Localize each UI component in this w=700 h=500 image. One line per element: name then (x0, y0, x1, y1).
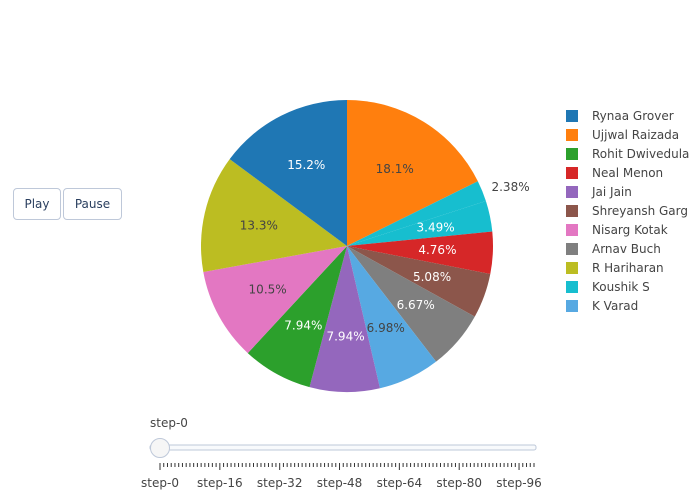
slider-tick-label: step-80 (436, 476, 482, 490)
legend-item[interactable]: Ujjwal Raizada (566, 125, 689, 144)
slider-tick-label: step-96 (496, 476, 542, 490)
legend-swatch (566, 185, 578, 198)
legend-label: Koushik S (592, 279, 650, 294)
legend-item[interactable]: Rohit Dwivedula (566, 144, 689, 163)
pie-slice[interactable] (203, 246, 347, 354)
legend-item[interactable]: Arnav Buch (566, 239, 689, 258)
legend-label: K Varad (592, 298, 639, 313)
slice-label: 15.2% (287, 158, 325, 172)
slice-label: 7.94% (284, 318, 322, 332)
legend-item[interactable]: Shreyansh Garg (566, 201, 689, 220)
pie-chart: 18.1%2.38%3.49%4.76%5.08%6.67%6.98%7.94%… (201, 100, 530, 392)
legend-label: Rynaa Grover (592, 108, 674, 123)
slider-tick-label: step-48 (317, 476, 363, 490)
slice-label: 2.38% (491, 180, 529, 194)
legend-swatch (566, 242, 578, 255)
pie-slice[interactable] (347, 200, 493, 246)
legend-label: Neal Menon (592, 165, 664, 180)
step-slider[interactable]: step-0 step-16 step-32 step-48 step-64 step-8… (0, 430, 700, 500)
slider-tick-label: step-32 (257, 476, 303, 490)
legend-label: Rohit Dwivedula (592, 146, 690, 161)
legend-item[interactable]: Koushik S (566, 277, 689, 296)
pie-slice[interactable] (309, 246, 380, 392)
legend-swatch (566, 166, 578, 179)
pause-button[interactable]: Pause (63, 188, 122, 220)
slice-label: 3.49% (417, 220, 455, 234)
slice-label: 4.76% (418, 243, 456, 257)
legend-label: R Hariharan (592, 260, 664, 275)
slider-handle[interactable] (150, 438, 170, 458)
legend-swatch (566, 109, 578, 122)
pie-slice[interactable] (347, 100, 478, 246)
slider-current-label: step-0 (150, 416, 188, 430)
legend: Rynaa Grover Ujjwal Raizada Rohit Dwivedul… (566, 106, 689, 315)
legend-item[interactable]: Neal Menon (566, 163, 689, 182)
pie-slice[interactable] (347, 181, 486, 246)
pie-slice[interactable] (347, 246, 491, 317)
play-button[interactable]: Play (13, 188, 61, 220)
legend-swatch (566, 223, 578, 236)
legend-item[interactable]: Rynaa Grover (566, 106, 689, 125)
legend-swatch (566, 147, 578, 160)
legend-item[interactable]: Jai Jain (566, 182, 689, 201)
slider-tick-label: step-64 (377, 476, 423, 490)
legend-swatch (566, 299, 578, 312)
slice-label: 13.3% (240, 218, 278, 232)
slider-tick-label: step-16 (197, 476, 243, 490)
legend-label: Shreyansh Garg (592, 203, 688, 218)
legend-label: Ujjwal Raizada (592, 127, 680, 142)
legend-label: Jai Jain (592, 184, 632, 199)
pie-slice[interactable] (347, 246, 437, 389)
legend-label: Arnav Buch (592, 241, 661, 256)
legend-swatch (566, 261, 578, 274)
legend-swatch (566, 204, 578, 217)
slice-label: 6.98% (367, 321, 405, 335)
legend-item[interactable]: Nisarg Kotak (566, 220, 689, 239)
legend-item[interactable]: R Hariharan (566, 258, 689, 277)
pie-slice[interactable] (347, 231, 493, 275)
legend-item[interactable]: K Varad (566, 296, 689, 315)
legend-swatch (566, 128, 578, 141)
slider-rail[interactable] (149, 444, 537, 451)
slice-label: 18.1% (376, 162, 414, 176)
pie-slice[interactable] (229, 100, 347, 246)
slice-label: 7.94% (326, 330, 364, 344)
legend-swatch (566, 280, 578, 293)
slice-label: 6.67% (397, 298, 435, 312)
pie-slice[interactable] (247, 246, 347, 388)
legend-label: Nisarg Kotak (592, 222, 668, 237)
pie-slice[interactable] (201, 159, 347, 272)
slice-label: 10.5% (249, 283, 287, 297)
slider-tick-label: step-0 (141, 476, 179, 490)
slice-label: 5.08% (413, 270, 451, 284)
pie-slice[interactable] (347, 246, 475, 362)
